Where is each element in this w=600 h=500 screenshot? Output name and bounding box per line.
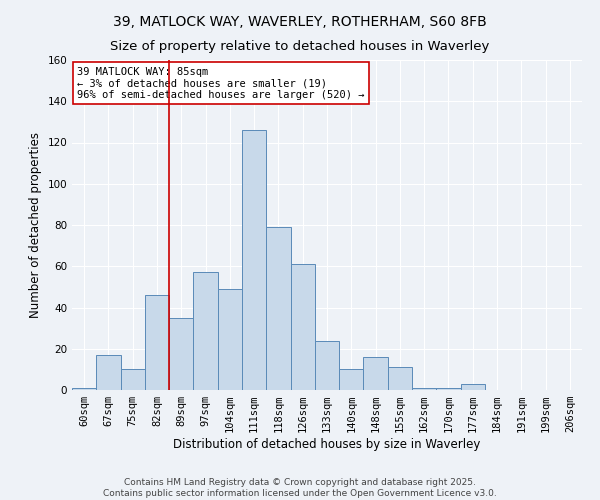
Bar	[96, 355, 121, 390]
Bar	[290, 264, 315, 390]
Bar	[218, 289, 242, 390]
Text: 39 MATLOCK WAY: 85sqm
← 3% of detached houses are smaller (19)
96% of semi-detac: 39 MATLOCK WAY: 85sqm ← 3% of detached h…	[77, 66, 365, 100]
Bar	[315, 340, 339, 390]
Text: 39, MATLOCK WAY, WAVERLEY, ROTHERHAM, S60 8FB: 39, MATLOCK WAY, WAVERLEY, ROTHERHAM, S6…	[113, 15, 487, 29]
Bar	[145, 295, 169, 390]
Text: Size of property relative to detached houses in Waverley: Size of property relative to detached ho…	[110, 40, 490, 53]
Bar	[436, 388, 461, 390]
Bar	[193, 272, 218, 390]
Bar	[72, 388, 96, 390]
Bar	[242, 130, 266, 390]
Bar	[169, 318, 193, 390]
Bar	[339, 370, 364, 390]
Bar	[388, 368, 412, 390]
Bar	[266, 227, 290, 390]
Y-axis label: Number of detached properties: Number of detached properties	[29, 132, 42, 318]
Text: Contains HM Land Registry data © Crown copyright and database right 2025.
Contai: Contains HM Land Registry data © Crown c…	[103, 478, 497, 498]
Bar	[412, 388, 436, 390]
Bar	[121, 370, 145, 390]
X-axis label: Distribution of detached houses by size in Waverley: Distribution of detached houses by size …	[173, 438, 481, 451]
Bar	[461, 384, 485, 390]
Bar	[364, 357, 388, 390]
